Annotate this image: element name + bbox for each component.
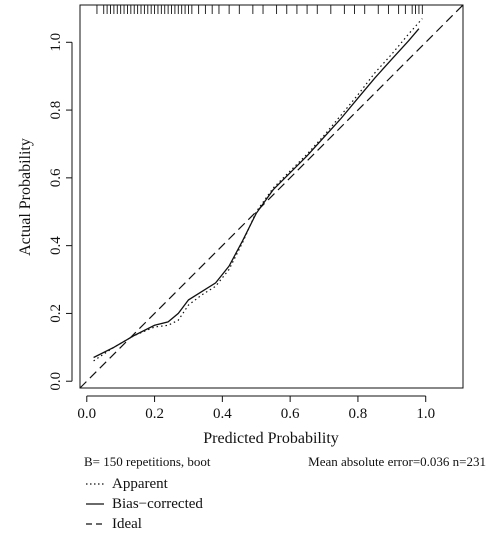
plot-frame xyxy=(79,4,464,389)
footnote-repetitions: B= 150 repetitions, boot xyxy=(84,454,211,469)
y-tick-label: 0.8 xyxy=(48,101,64,120)
x-tick-label: 1.0 xyxy=(416,406,435,422)
y-axis: 0.0 0.2 0.4 0.6 0.8 1.0 xyxy=(48,33,73,391)
y-tick-label: 1.0 xyxy=(48,33,64,52)
x-axis: 0.0 0.2 0.4 0.6 0.8 1.0 xyxy=(77,395,435,422)
legend: Apparent Bias−corrected Ideal xyxy=(86,476,203,532)
legend-label: Apparent xyxy=(112,476,169,492)
x-tick-label: 0.2 xyxy=(145,406,164,422)
x-tick-label: 0.8 xyxy=(349,406,368,422)
series-line-bias-corrected xyxy=(93,28,420,359)
y-tick-label: 0.0 xyxy=(48,372,64,391)
x-tick-label: 0.4 xyxy=(213,406,232,422)
series-line-apparent xyxy=(93,18,423,362)
rug-marks xyxy=(96,5,423,14)
series-line-ideal xyxy=(79,4,464,389)
y-tick-label: 0.6 xyxy=(48,168,64,187)
x-tick-label: 0.0 xyxy=(77,406,96,422)
y-axis-label: Actual Probability xyxy=(17,138,34,256)
legend-label: Ideal xyxy=(112,516,142,532)
series-lines xyxy=(79,4,464,389)
legend-label: Bias−corrected xyxy=(112,496,203,512)
x-tick-label: 0.6 xyxy=(281,406,300,422)
x-axis-label: Predicted Probability xyxy=(203,430,339,447)
y-tick-label: 0.2 xyxy=(48,304,64,323)
footnote-mean-error: Mean absolute error=0.036 n=231 xyxy=(308,454,486,469)
y-tick-label: 0.4 xyxy=(48,236,64,255)
